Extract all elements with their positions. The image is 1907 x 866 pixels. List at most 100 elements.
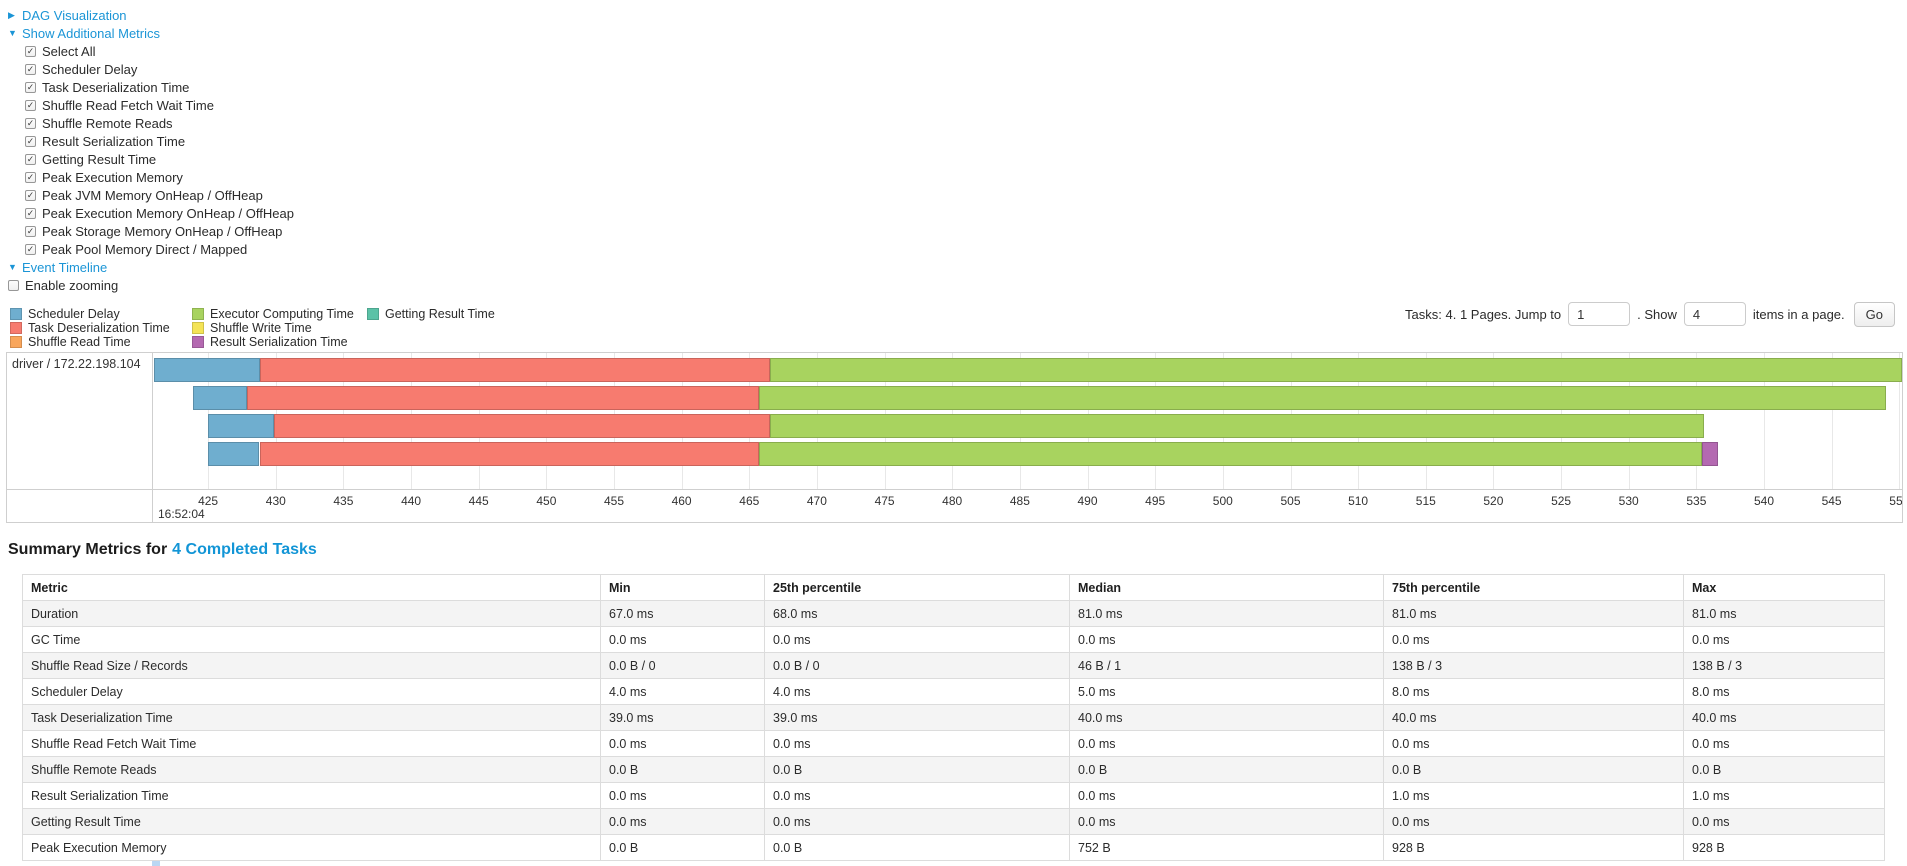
legend-swatch-icon <box>367 308 379 320</box>
metric-checkbox[interactable]: ✓ <box>25 243 36 255</box>
go-button[interactable]: Go <box>1853 301 1895 327</box>
table-row: Peak Execution Memory 0.0 B 0.0 B 752 B 928 … <box>22 834 1885 861</box>
legend-swatch-icon <box>10 336 22 348</box>
metric-checkbox-row: ✓ Result Serialization Time <box>25 132 294 150</box>
table-cell: 5.0 ms <box>1069 678 1384 705</box>
table-row: Duration 67.0 ms 68.0 ms 81.0 ms 81.0 ms 81.0… <box>22 600 1885 627</box>
timeline-bar-segment[interactable] <box>208 414 275 438</box>
table-cell: 0.0 ms <box>764 626 1070 653</box>
triangle-right-icon: ▶ <box>8 9 15 20</box>
page-jump-input[interactable] <box>1568 302 1631 326</box>
metric-checkbox[interactable]: ✓ <box>25 81 36 93</box>
metric-checkbox-row: ✓ Peak Execution Memory OnHeap / OffHeap <box>25 204 294 222</box>
axis-major-label: 16:52:04 <box>158 507 205 521</box>
table-header-cell: Median <box>1069 574 1384 601</box>
dag-visualization-toggle[interactable]: ▶ DAG Visualization <box>8 6 294 24</box>
summary-metrics-table: Metric Min 25th percentile Median 75th perce… <box>22 574 1885 861</box>
event-timeline-chart: driver / 172.22.198.104 425 430 435 440 445 4… <box>6 352 1903 523</box>
legend-label: Shuffle Read Time <box>28 335 131 349</box>
table-cell: 0.0 ms <box>764 808 1070 835</box>
metric-checkbox[interactable]: ✓ <box>25 171 36 183</box>
legend-item: Result Serialization Time <box>192 335 367 349</box>
table-cell: 0.0 B <box>764 834 1070 861</box>
legend-item: Shuffle Write Time <box>192 321 367 335</box>
metric-checkbox-row: ✓ Peak Storage Memory OnHeap / OffHeap <box>25 222 294 240</box>
timeline-bar-segment[interactable] <box>208 442 260 466</box>
metric-checkbox[interactable]: ✓ <box>25 207 36 219</box>
metric-checkbox-label: Peak Pool Memory Direct / Mapped <box>42 241 248 257</box>
table-cell: 67.0 ms <box>600 600 765 627</box>
timeline-bar-segment[interactable] <box>274 414 770 438</box>
table-header-cell: Max <box>1683 574 1885 601</box>
table-cell: 68.0 ms <box>764 600 1070 627</box>
axis-tick-label: 465 <box>739 494 760 508</box>
table-cell: 81.0 ms <box>1069 600 1384 627</box>
timeline-bar-segment[interactable] <box>193 386 248 410</box>
completed-tasks-link[interactable]: 4 Completed Tasks <box>172 541 317 558</box>
enable-zooming-checkbox[interactable] <box>8 279 19 291</box>
timeline-bar-segment[interactable] <box>259 358 770 382</box>
legend-swatch-icon <box>192 322 204 334</box>
table-cell: 39.0 ms <box>764 704 1070 731</box>
timeline-bar-segment[interactable] <box>259 442 759 466</box>
table-cell: GC Time <box>22 626 601 653</box>
timeline-bar-segment[interactable] <box>154 358 260 382</box>
table-cell: 4.0 ms <box>600 678 765 705</box>
table-cell: 81.0 ms <box>1683 600 1885 627</box>
axis-tick-label: 505 <box>1280 494 1301 508</box>
executor-label-column: driver / 172.22.198.104 <box>7 353 153 522</box>
table-cell: Shuffle Remote Reads <box>22 756 601 783</box>
table-cell: 0.0 ms <box>1069 808 1384 835</box>
legend-label: Scheduler Delay <box>28 307 120 321</box>
table-cell: 0.0 ms <box>600 808 765 835</box>
table-cell: 0.0 ms <box>600 730 765 757</box>
table-cell: 0.0 ms <box>1383 626 1684 653</box>
metric-checkbox-row: ✓ Peak JVM Memory OnHeap / OffHeap <box>25 186 294 204</box>
metric-checkbox-label: Shuffle Remote Reads <box>42 115 173 131</box>
timeline-axis: 425 430 435 440 445 450 455 460 465 470 475 480 485 4… <box>7 489 1902 522</box>
executor-label: driver / 172.22.198.104 <box>12 357 141 371</box>
table-cell: 0.0 B / 0 <box>600 652 765 679</box>
show-label: . Show <box>1637 306 1677 322</box>
event-timeline-toggle[interactable]: ▼ Event Timeline <box>8 258 294 276</box>
legend-item: Shuffle Read Time <box>10 335 192 349</box>
timeline-bar-segment[interactable] <box>1701 442 1718 466</box>
timeline-bar-segment[interactable] <box>247 386 759 410</box>
timeline-bar-segment[interactable] <box>758 442 1702 466</box>
triangle-down-icon: ▼ <box>8 27 17 38</box>
metric-checkbox[interactable]: ✓ <box>25 117 36 129</box>
show-additional-metrics-label: Show Additional Metrics <box>22 25 161 41</box>
axis-tick-label: 500 <box>1212 494 1233 508</box>
timeline-bar-segment[interactable] <box>769 414 1705 438</box>
metric-checkbox[interactable]: ✓ <box>25 135 36 147</box>
axis-tick-label: 425 <box>198 494 219 508</box>
metric-checkbox[interactable]: ✓ <box>25 63 36 75</box>
legend-item: Executor Computing Time <box>192 307 367 321</box>
metric-checkbox[interactable]: ✓ <box>25 45 36 57</box>
timeline-plot <box>154 353 1902 490</box>
table-header-cell: 75th percentile <box>1383 574 1684 601</box>
metric-checkbox-row: ✓ Peak Execution Memory <box>25 168 294 186</box>
table-cell: 0.0 ms <box>1683 808 1885 835</box>
metric-checkbox[interactable]: ✓ <box>25 225 36 237</box>
axis-tick-label: 435 <box>333 494 354 508</box>
table-cell: 40.0 ms <box>1383 704 1684 731</box>
page-size-input[interactable] <box>1683 302 1746 326</box>
show-additional-metrics-toggle[interactable]: ▼ Show Additional Metrics <box>8 24 294 42</box>
metric-checkbox[interactable]: ✓ <box>25 153 36 165</box>
metric-checkbox[interactable]: ✓ <box>25 189 36 201</box>
timeline-bar-segment[interactable] <box>769 358 1902 382</box>
table-cell: 138 B / 3 <box>1383 652 1684 679</box>
table-cell: 40.0 ms <box>1683 704 1885 731</box>
table-cell: 0.0 ms <box>1069 626 1384 653</box>
metric-checkbox[interactable]: ✓ <box>25 99 36 111</box>
timeline-bar-segment[interactable] <box>758 386 1886 410</box>
timeline-gridline <box>1764 353 1765 490</box>
metric-checkbox-row: ✓ Task Deserialization Time <box>25 78 294 96</box>
axis-tick-label: 475 <box>874 494 895 508</box>
axis-tick-label: 430 <box>265 494 286 508</box>
axis-tick-label: 460 <box>671 494 692 508</box>
metric-checkbox-label: Result Serialization Time <box>42 133 186 149</box>
table-cell: 0.0 B <box>600 756 765 783</box>
legend-label: Getting Result Time <box>385 307 495 321</box>
